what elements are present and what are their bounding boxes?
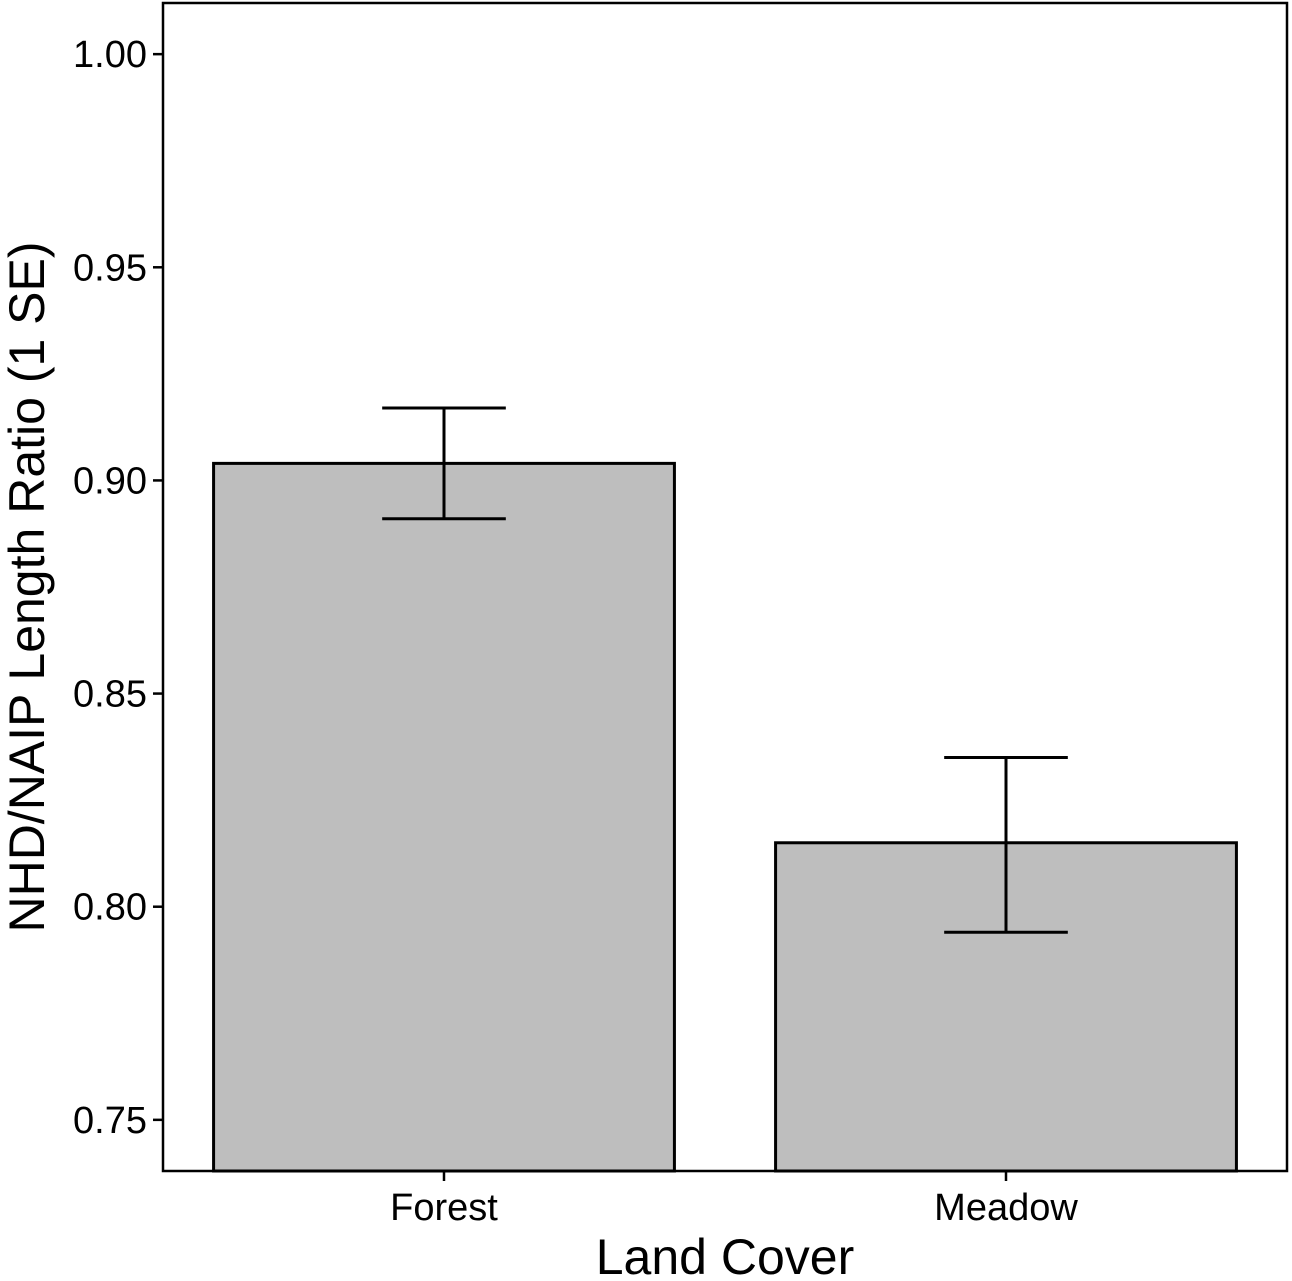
y-tick-label-3: 0.90 [73,460,147,502]
y-tick-label-5: 1.00 [73,34,147,76]
y-tick-label-1: 0.80 [73,887,147,929]
bar-forest [212,461,676,1173]
y-tick-label-4: 0.95 [73,247,147,289]
x-axis-title: Land Cover [596,1229,855,1281]
y-tick-label-2: 0.85 [73,674,147,716]
error-bars-layer [382,406,1068,934]
y-tick-label-0: 0.75 [73,1100,147,1142]
x-tick-label-meadow: Meadow [934,1187,1078,1229]
x-axis: Forest Meadow [390,1171,1078,1229]
x-tick-label-forest: Forest [390,1187,498,1229]
y-axis: 0.75 0.80 0.85 0.90 0.95 1.00 [73,34,163,1142]
y-axis-title: NHD/NAIP Length Ratio (1 SE) [0,241,55,932]
